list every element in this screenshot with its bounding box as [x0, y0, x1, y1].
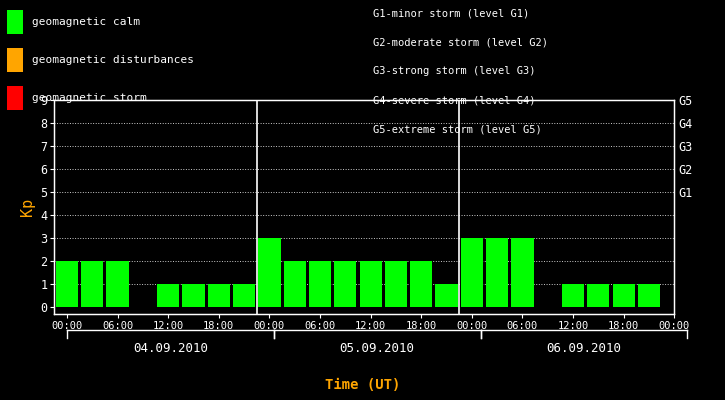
Bar — [283, 261, 306, 307]
Bar — [360, 261, 382, 307]
Bar — [56, 261, 78, 307]
Bar — [638, 284, 660, 307]
Text: geomagnetic disturbances: geomagnetic disturbances — [32, 55, 194, 65]
Bar — [460, 238, 483, 307]
Text: 06.09.2010: 06.09.2010 — [547, 342, 621, 355]
Text: G3-strong storm (level G3): G3-strong storm (level G3) — [373, 66, 536, 76]
Bar — [107, 261, 129, 307]
Text: 05.09.2010: 05.09.2010 — [340, 342, 415, 355]
Text: geomagnetic calm: geomagnetic calm — [32, 17, 140, 27]
Text: G4-severe storm (level G4): G4-severe storm (level G4) — [373, 95, 536, 105]
Bar — [81, 261, 104, 307]
Y-axis label: Kp: Kp — [20, 198, 35, 216]
Bar — [385, 261, 407, 307]
Text: G2-moderate storm (level G2): G2-moderate storm (level G2) — [373, 38, 548, 48]
Bar — [183, 284, 204, 307]
Text: G5-extreme storm (level G5): G5-extreme storm (level G5) — [373, 124, 542, 134]
Bar — [486, 238, 508, 307]
Bar — [587, 284, 610, 307]
Bar — [334, 261, 357, 307]
Bar — [613, 284, 635, 307]
Text: G1-minor storm (level G1): G1-minor storm (level G1) — [373, 9, 530, 19]
Bar — [410, 261, 432, 307]
Text: geomagnetic storm: geomagnetic storm — [32, 93, 146, 103]
Text: Time (UT): Time (UT) — [325, 378, 400, 392]
Bar — [309, 261, 331, 307]
Bar — [157, 284, 179, 307]
Bar — [562, 284, 584, 307]
Bar — [233, 284, 255, 307]
Text: 04.09.2010: 04.09.2010 — [133, 342, 208, 355]
Bar — [258, 238, 281, 307]
Bar — [207, 284, 230, 307]
Bar — [436, 284, 457, 307]
Bar — [511, 238, 534, 307]
